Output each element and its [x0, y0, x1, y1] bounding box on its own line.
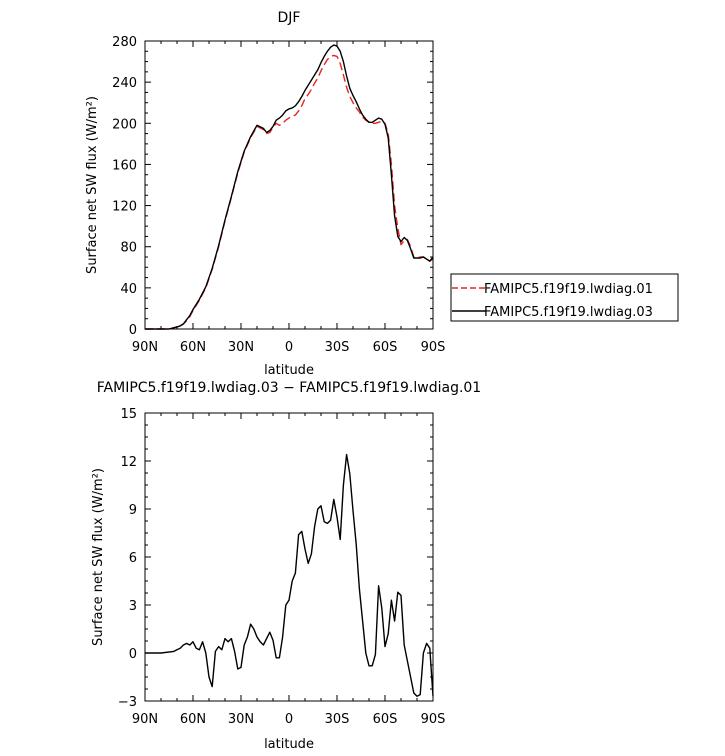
legend-box — [450, 273, 679, 322]
bottom-chart: FAMIPC5.f19f19.lwdiag.03 − FAMIPC5.f19f1… — [91, 380, 481, 752]
top-plot-frame — [144, 40, 434, 330]
bottom-x-tick-label: 60N — [180, 712, 206, 727]
top-y-tick-label: 160 — [112, 158, 137, 173]
top-y-tick-label: 0 — [129, 323, 137, 338]
top-series-line-1 — [145, 44, 434, 330]
top-y-tick-label: 240 — [112, 76, 137, 91]
top-x-tick-label: 60S — [373, 340, 398, 355]
bottom-x-tick-label: 0 — [285, 712, 293, 727]
top-y-tick-label: 200 — [112, 117, 137, 132]
top-x-tick-label: 30N — [228, 340, 254, 355]
bottom-chart-title: FAMIPC5.f19f19.lwdiag.03 − FAMIPC5.f19f1… — [97, 380, 481, 396]
top-x-tick-label: 90S — [421, 340, 446, 355]
top-y-tick-label: 40 — [120, 282, 137, 297]
bottom-x-tick-label: 90N — [132, 712, 158, 727]
top-series-line-0 — [145, 54, 434, 330]
top-x-tick-label: 60N — [180, 340, 206, 355]
legend: FAMIPC5.f19f19.lwdiag.01 FAMIPC5.f19f19.… — [450, 273, 679, 322]
top-chart: DJF 90N 60N 30N 0 30S 60S 90S 0 40 80 120 160 200 24… — [85, 10, 445, 378]
bottom-y-tick-label: 12 — [120, 455, 137, 470]
top-chart-title: DJF — [278, 10, 301, 26]
bottom-series-line-0 — [145, 453, 434, 697]
bottom-y-tick-label: 9 — [129, 503, 137, 518]
bottom-x-tick-label: 60S — [373, 712, 398, 727]
top-x-tick-label: 0 — [285, 340, 293, 355]
top-y-tick-label: 80 — [120, 241, 137, 256]
bottom-x-axis-label: latitude — [264, 737, 314, 752]
bottom-plot-frame — [144, 412, 434, 702]
bottom-x-tick-label: 30N — [228, 712, 254, 727]
bottom-y-axis-label: Surface net SW flux (W/m²) — [91, 468, 106, 646]
top-y-axis-label: Surface net SW flux (W/m²) — [85, 96, 100, 274]
top-x-tick-label: 30S — [325, 340, 350, 355]
bottom-y-tick-label: 0 — [129, 647, 137, 662]
top-y-tick-label: 280 — [112, 35, 137, 50]
legend-label-lwdiag-03: FAMIPC5.f19f19.lwdiag.03 — [484, 305, 653, 320]
bottom-y-tick-label: −3 — [118, 695, 137, 710]
bottom-y-tick-label: 3 — [129, 599, 137, 614]
top-y-tick-label: 120 — [112, 200, 137, 215]
legend-label-lwdiag-01: FAMIPC5.f19f19.lwdiag.01 — [484, 282, 653, 297]
bottom-x-tick-label: 90S — [421, 712, 446, 727]
top-x-tick-label: 90N — [132, 340, 158, 355]
top-x-axis-label: latitude — [264, 363, 314, 378]
bottom-x-tick-label: 30S — [325, 712, 350, 727]
bottom-y-tick-label: 6 — [129, 551, 137, 566]
bottom-y-tick-label: 15 — [120, 407, 137, 422]
